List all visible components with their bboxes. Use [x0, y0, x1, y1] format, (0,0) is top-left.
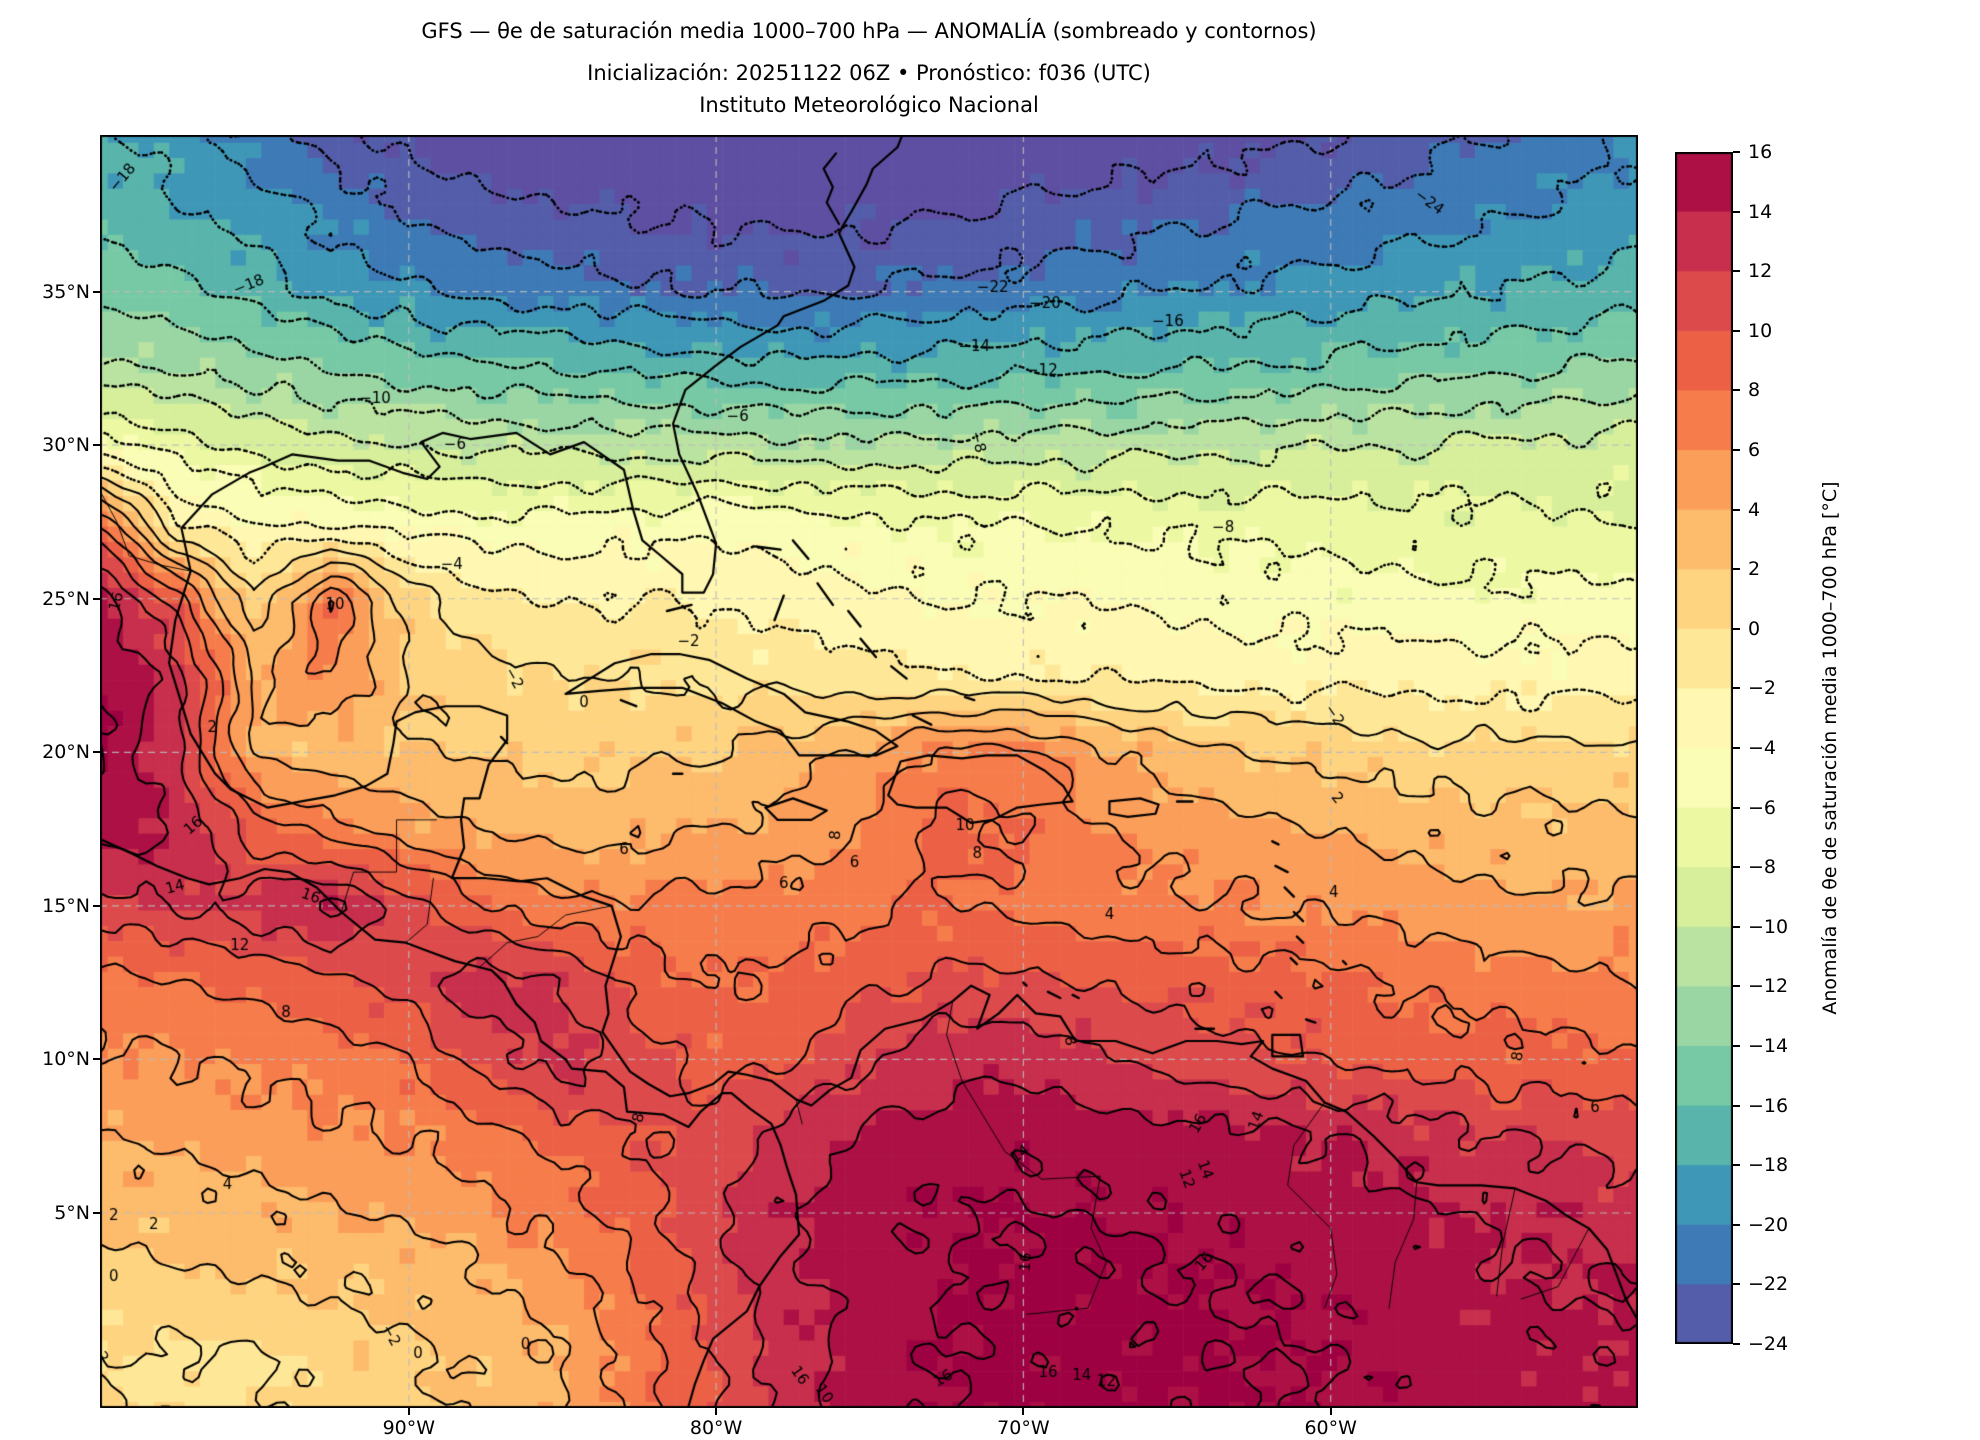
x-axis-tick-mark [715, 1408, 718, 1415]
colorbar-tick-label: 2 [1748, 558, 1761, 581]
colorbar-tick-mark [1733, 329, 1740, 332]
colorbar-tick-mark [1733, 806, 1740, 809]
colorbar-tick-mark [1733, 1164, 1740, 1167]
colorbar-tick-mark [1733, 389, 1740, 392]
colorbar-tick-label: 6 [1748, 439, 1761, 461]
colorbar-tick-label: 14 [1748, 200, 1773, 223]
y-axis-tick-mark [93, 1211, 100, 1214]
colorbar-tick-mark [1733, 925, 1740, 928]
colorbar-tick-label: −2 [1748, 677, 1777, 700]
colorbar-tick-label: −6 [1748, 796, 1777, 819]
y-axis-tick-mark [93, 597, 100, 600]
colorbar-tick-mark [1733, 1343, 1740, 1345]
colorbar-tick-label: −24 [1748, 1333, 1789, 1355]
y-axis-tick-label: 20°N [42, 741, 90, 764]
colorbar-tick-mark [1733, 985, 1740, 988]
colorbar-tick-mark [1733, 151, 1740, 153]
colorbar-tick-label: −16 [1748, 1094, 1789, 1117]
colorbar-tick-mark [1733, 1223, 1740, 1226]
colorbar-tick-label: −18 [1748, 1154, 1789, 1177]
colorbar-tick-label: 10 [1748, 319, 1773, 342]
chart-subtitle-institution: Instituto Meteorológico Nacional [699, 93, 1039, 117]
anomaly-contour-map-canvas [100, 135, 1638, 1408]
y-axis-tick-label: 30°N [42, 434, 90, 457]
y-axis-tick-mark [93, 904, 100, 907]
colorbar-tick-mark [1733, 1045, 1740, 1047]
y-axis-tick-label: 35°N [42, 280, 90, 303]
colorbar-tick-label: 16 [1748, 141, 1773, 163]
colorbar-tick-mark [1733, 508, 1740, 511]
colorbar-tick-label: −20 [1748, 1213, 1789, 1236]
y-axis-tick-label: 15°N [42, 894, 90, 917]
y-axis-tick-mark [93, 1058, 100, 1061]
colorbar-axis-label: Anomalía de θe de saturación media 1000–… [1819, 481, 1841, 1015]
y-axis-tick-mark [93, 444, 100, 447]
colorbar-tick-label: −14 [1748, 1035, 1789, 1057]
colorbar-tick-mark [1733, 210, 1740, 213]
colorbar-tick-mark [1733, 1283, 1740, 1286]
colorbar-tick-label: 4 [1748, 498, 1761, 521]
y-axis-tick-mark [93, 751, 100, 754]
colorbar-canvas [1675, 152, 1733, 1344]
x-axis-tick-label: 60°W [1304, 1417, 1357, 1439]
y-axis-tick-label: 5°N [54, 1201, 90, 1224]
x-axis-tick-mark [1022, 1408, 1025, 1415]
y-axis-tick-label: 25°N [42, 587, 90, 610]
x-axis-tick-mark [1329, 1408, 1332, 1415]
colorbar-tick-mark [1733, 747, 1740, 749]
colorbar-tick-mark [1733, 449, 1740, 451]
colorbar-tick-label: 8 [1748, 379, 1761, 402]
colorbar-tick-label: −10 [1748, 915, 1789, 938]
colorbar-tick-mark [1733, 627, 1740, 630]
y-axis-tick-mark [93, 290, 100, 293]
x-axis-tick-label: 90°W [382, 1417, 436, 1439]
y-axis-tick-label: 10°N [42, 1048, 90, 1071]
colorbar-tick-label: 0 [1748, 617, 1761, 640]
chart-subtitle-init-forecast: Inicialización: 20251122 06Z • Pronóstic… [587, 61, 1151, 85]
colorbar-tick-label: −12 [1748, 975, 1789, 998]
colorbar-tick-mark [1733, 1104, 1740, 1107]
colorbar-tick-mark [1733, 687, 1740, 690]
x-axis-tick-mark [407, 1408, 410, 1415]
colorbar-tick-label: −22 [1748, 1273, 1789, 1296]
colorbar-tick-label: 12 [1748, 260, 1773, 283]
x-axis-tick-label: 80°W [689, 1417, 743, 1439]
x-axis-tick-label: 70°W [997, 1417, 1050, 1439]
chart-title: GFS — θe de saturación media 1000–700 hP… [421, 19, 1317, 43]
colorbar-tick-mark [1733, 568, 1740, 571]
colorbar-tick-mark [1733, 270, 1740, 273]
colorbar-tick-label: −4 [1748, 737, 1777, 759]
colorbar-tick-mark [1733, 866, 1740, 869]
colorbar-tick-label: −8 [1748, 856, 1777, 879]
